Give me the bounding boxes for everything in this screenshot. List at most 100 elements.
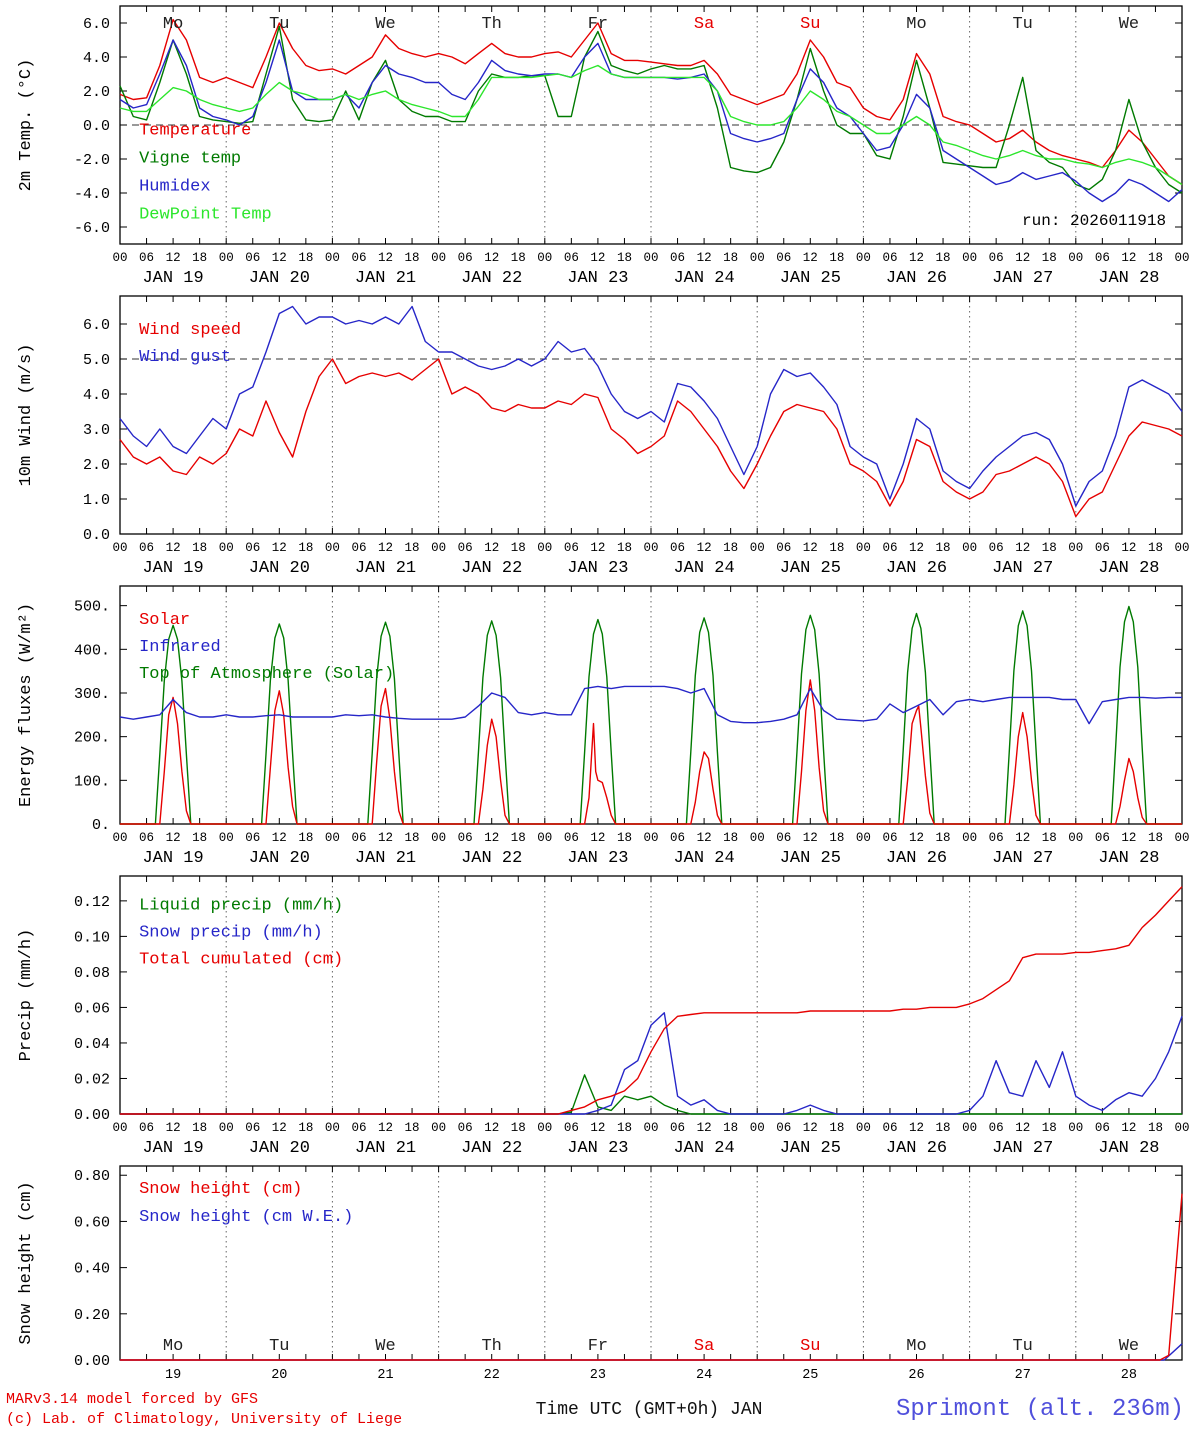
svg-text:2.0: 2.0 [83, 84, 110, 101]
svg-text:0.08: 0.08 [74, 965, 110, 982]
svg-text:JAN 19: JAN 19 [142, 1139, 203, 1158]
svg-text:12: 12 [484, 1121, 499, 1135]
svg-text:06: 06 [989, 1121, 1004, 1135]
svg-text:4.0: 4.0 [83, 50, 110, 67]
svg-text:18: 18 [1042, 831, 1057, 845]
svg-text:00: 00 [112, 541, 127, 555]
svg-text:19: 19 [165, 1368, 181, 1383]
svg-text:0.06: 0.06 [74, 1000, 110, 1017]
svg-text:0.20: 0.20 [74, 1307, 110, 1324]
svg-text:06: 06 [458, 1121, 473, 1135]
svg-text:JAN 22: JAN 22 [461, 1139, 522, 1158]
svg-text:00: 00 [219, 251, 234, 265]
svg-text:00: 00 [431, 1121, 446, 1135]
svg-text:2.0: 2.0 [83, 457, 110, 474]
svg-text:12: 12 [378, 831, 393, 845]
svg-text:0.00: 0.00 [74, 1107, 110, 1124]
svg-text:JAN 20: JAN 20 [249, 1139, 310, 1158]
svg-text:18: 18 [1148, 831, 1163, 845]
svg-text:00: 00 [1068, 831, 1083, 845]
svg-text:06: 06 [776, 541, 791, 555]
svg-text:0.0: 0.0 [83, 527, 110, 544]
svg-text:00: 00 [962, 831, 977, 845]
svg-text:00: 00 [856, 251, 871, 265]
svg-text:12: 12 [909, 1121, 924, 1135]
svg-text:06: 06 [776, 251, 791, 265]
svg-text:18: 18 [405, 251, 420, 265]
svg-text:00: 00 [750, 1121, 765, 1135]
svg-text:26: 26 [908, 1368, 924, 1383]
svg-text:06: 06 [564, 1121, 579, 1135]
svg-text:JAN 26: JAN 26 [886, 849, 947, 868]
svg-text:run: 2026011918: run: 2026011918 [1022, 212, 1166, 230]
svg-text:06: 06 [564, 251, 579, 265]
svg-text:Temperature: Temperature [139, 122, 251, 141]
svg-text:Mo: Mo [906, 15, 926, 34]
svg-text:18: 18 [405, 1121, 420, 1135]
svg-text:00: 00 [856, 541, 871, 555]
svg-text:JAN 20: JAN 20 [249, 849, 310, 868]
svg-text:JAN 25: JAN 25 [780, 1139, 841, 1158]
svg-text:00: 00 [112, 831, 127, 845]
svg-text:10m Wind (m/s): 10m Wind (m/s) [17, 344, 36, 487]
svg-text:00: 00 [962, 251, 977, 265]
temperature-chart: 6.0 4.0 2.0 0.0 -2.0 -4.0 -6.0 Temperature Vigne… [17, 5, 1190, 288]
panel-energy-fluxes: 500. 400. 300. 200. 100. 0. Solar Infrared Top o… [0, 580, 1194, 870]
svg-text:3.0: 3.0 [83, 422, 110, 439]
svg-text:Tu: Tu [269, 1337, 289, 1356]
svg-text:06: 06 [245, 541, 260, 555]
svg-text:00: 00 [643, 1121, 658, 1135]
svg-text:00: 00 [537, 1121, 552, 1135]
svg-text:JAN 28: JAN 28 [1098, 559, 1159, 578]
svg-text:Snow height (cm): Snow height (cm) [139, 1180, 302, 1199]
svg-text:JAN 23: JAN 23 [567, 269, 628, 288]
svg-text:12: 12 [378, 541, 393, 555]
svg-text:00: 00 [325, 251, 340, 265]
svg-text:06: 06 [882, 831, 897, 845]
svg-text:06: 06 [670, 251, 685, 265]
svg-text:00: 00 [219, 831, 234, 845]
svg-text:500.: 500. [74, 599, 110, 616]
svg-text:12: 12 [803, 541, 818, 555]
svg-text:Wind gust: Wind gust [139, 348, 231, 367]
svg-text:00: 00 [112, 1121, 127, 1135]
svg-text:0.40: 0.40 [74, 1261, 110, 1278]
svg-text:Su: Su [800, 15, 820, 34]
svg-text:0.02: 0.02 [74, 1071, 110, 1088]
svg-text:Tu: Tu [1012, 15, 1032, 34]
svg-text:12: 12 [803, 831, 818, 845]
svg-text:18: 18 [723, 541, 738, 555]
svg-text:06: 06 [670, 541, 685, 555]
svg-text:00: 00 [219, 1121, 234, 1135]
svg-text:00: 00 [537, 251, 552, 265]
svg-text:Tu: Tu [1012, 1337, 1032, 1356]
svg-text:JAN 22: JAN 22 [461, 559, 522, 578]
svg-text:00: 00 [431, 541, 446, 555]
svg-text:Snow height (cm): Snow height (cm) [17, 1181, 36, 1344]
svg-text:12: 12 [697, 541, 712, 555]
svg-text:-4.0: -4.0 [74, 186, 110, 203]
svg-text:06: 06 [776, 831, 791, 845]
svg-text:00: 00 [325, 831, 340, 845]
svg-text:18: 18 [1042, 1121, 1057, 1135]
svg-text:0.10: 0.10 [74, 929, 110, 946]
svg-text:18: 18 [405, 831, 420, 845]
svg-text:18: 18 [829, 541, 844, 555]
svg-text:0.80: 0.80 [74, 1168, 110, 1185]
svg-text:06: 06 [1095, 541, 1110, 555]
svg-text:12: 12 [1121, 541, 1136, 555]
svg-text:JAN 26: JAN 26 [886, 1139, 947, 1158]
svg-text:JAN 23: JAN 23 [567, 559, 628, 578]
svg-text:06: 06 [989, 541, 1004, 555]
model-credit-line1: MARv3.14 model forced by GFS [6, 1391, 259, 1408]
svg-text:00: 00 [431, 831, 446, 845]
precip-chart: 0.12 0.10 0.08 0.06 0.04 0.02 0.00 Liquid preci… [17, 875, 1190, 1158]
svg-text:00: 00 [537, 541, 552, 555]
svg-text:28: 28 [1121, 1368, 1137, 1383]
svg-text:12: 12 [590, 541, 605, 555]
svg-text:23: 23 [590, 1368, 606, 1383]
svg-text:JAN 28: JAN 28 [1098, 1139, 1159, 1158]
svg-text:06: 06 [882, 1121, 897, 1135]
svg-text:Fr: Fr [588, 15, 608, 34]
svg-text:JAN 23: JAN 23 [567, 1139, 628, 1158]
